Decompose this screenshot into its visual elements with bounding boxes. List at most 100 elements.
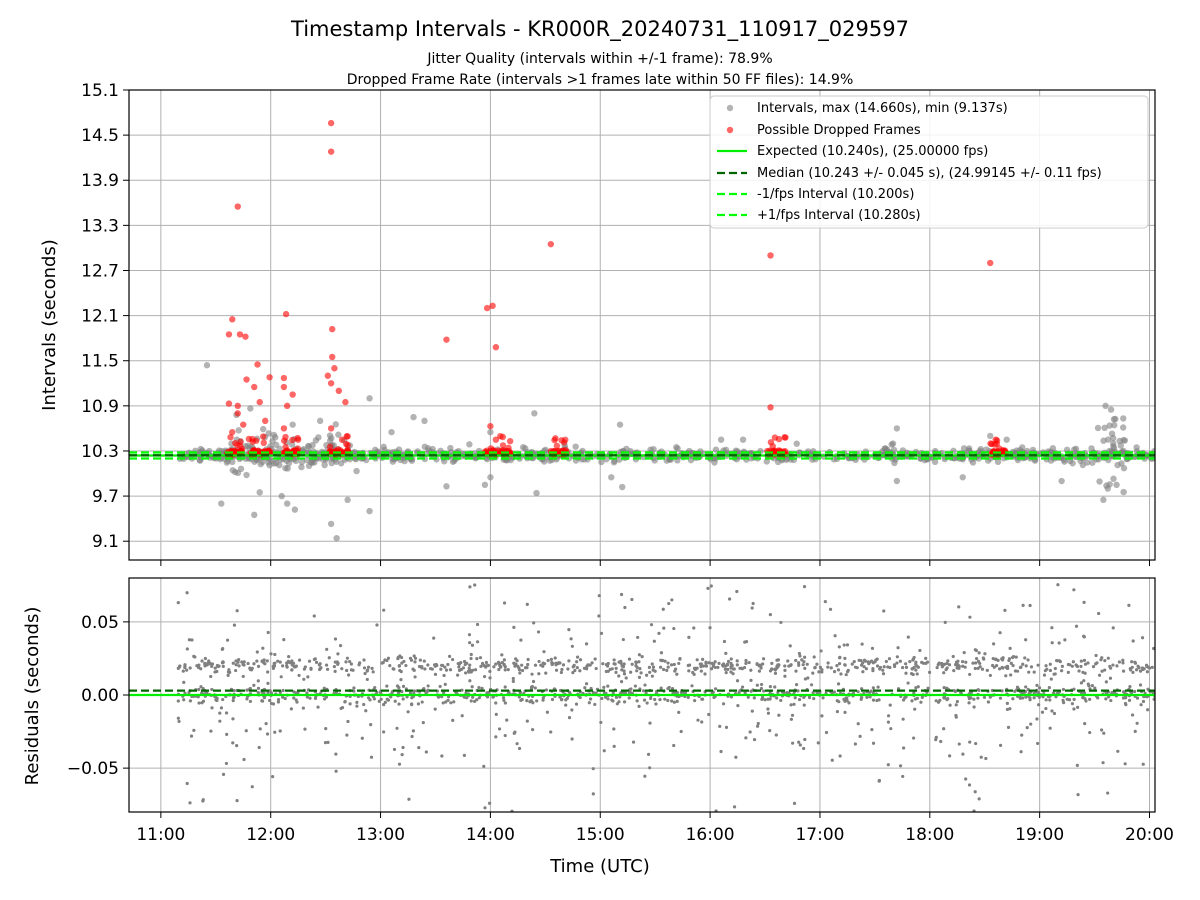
residual-point bbox=[439, 667, 443, 671]
residual-point bbox=[968, 740, 972, 744]
residual-point bbox=[1011, 655, 1016, 659]
residual-point bbox=[205, 691, 209, 695]
interval-point bbox=[917, 455, 924, 462]
residual-point bbox=[1060, 664, 1064, 668]
interval-point bbox=[251, 511, 258, 519]
residual-point bbox=[292, 696, 296, 700]
residual-point bbox=[967, 701, 971, 705]
dropped-point bbox=[294, 436, 302, 443]
residual-point bbox=[870, 727, 874, 732]
residual-point bbox=[788, 644, 792, 648]
residual-point bbox=[248, 666, 252, 670]
residual-point bbox=[460, 714, 464, 718]
residual-point bbox=[365, 677, 369, 682]
residual-point bbox=[667, 601, 671, 606]
residual-point bbox=[714, 809, 718, 812]
residual-point bbox=[1140, 636, 1145, 640]
residual-point bbox=[696, 718, 700, 722]
residual-point bbox=[1094, 653, 1098, 658]
residual-point bbox=[478, 656, 483, 660]
residual-point bbox=[250, 666, 254, 670]
residual-point bbox=[920, 695, 924, 700]
residual-point bbox=[1013, 689, 1017, 693]
dropped-point bbox=[327, 119, 335, 127]
residual-point bbox=[559, 670, 563, 675]
interval-point bbox=[893, 477, 901, 485]
bottom-y-tick-label: 0.05 bbox=[81, 613, 119, 633]
residual-point bbox=[594, 666, 598, 671]
residual-point bbox=[776, 664, 780, 669]
residual-point bbox=[789, 703, 793, 707]
interval-point bbox=[481, 481, 489, 488]
residual-point bbox=[1088, 730, 1092, 735]
dropped-point bbox=[327, 380, 335, 387]
residual-point bbox=[845, 696, 849, 700]
residual-point bbox=[252, 662, 256, 666]
residual-point bbox=[1070, 702, 1075, 706]
residual-point bbox=[853, 742, 857, 746]
residual-point bbox=[672, 626, 676, 631]
residual-point bbox=[369, 723, 373, 727]
residual-point bbox=[1057, 641, 1061, 645]
residual-point bbox=[392, 747, 397, 752]
residual-point bbox=[974, 661, 978, 665]
residual-point bbox=[937, 661, 941, 665]
residual-point bbox=[882, 609, 886, 613]
residual-point bbox=[1014, 655, 1018, 659]
residual-point bbox=[746, 695, 750, 699]
residual-point bbox=[201, 798, 205, 802]
residual-point bbox=[977, 797, 981, 801]
residual-point bbox=[726, 667, 730, 672]
residual-point bbox=[433, 707, 437, 711]
dropped-point bbox=[492, 343, 500, 351]
interval-point bbox=[1110, 475, 1117, 482]
residual-point bbox=[545, 710, 550, 714]
residual-point bbox=[1139, 703, 1143, 707]
residual-point bbox=[588, 697, 593, 701]
residual-point bbox=[669, 663, 674, 667]
residual-point bbox=[248, 699, 252, 704]
residual-point bbox=[1042, 673, 1047, 677]
x-tick-label: 13:00 bbox=[356, 825, 405, 845]
residual-point bbox=[497, 667, 501, 672]
dropped-point bbox=[331, 365, 338, 372]
residual-point bbox=[1135, 696, 1140, 700]
residual-point bbox=[708, 626, 712, 630]
bottom-y-axis-label: Residuals (seconds) bbox=[22, 607, 43, 786]
residual-point bbox=[952, 669, 956, 673]
residual-point bbox=[812, 697, 816, 701]
residual-point bbox=[763, 698, 767, 702]
residual-point bbox=[371, 670, 375, 674]
residual-point bbox=[541, 698, 545, 702]
residual-point bbox=[842, 643, 846, 647]
residual-point bbox=[232, 623, 237, 627]
residual-point bbox=[802, 584, 807, 589]
residual-point bbox=[892, 663, 897, 667]
residual-point bbox=[735, 679, 740, 683]
residual-point bbox=[417, 746, 421, 750]
residual-point bbox=[1009, 661, 1013, 666]
residual-point bbox=[448, 668, 453, 672]
residual-point bbox=[1145, 670, 1150, 674]
residual-point bbox=[327, 656, 331, 660]
residual-point bbox=[462, 695, 467, 699]
residual-point bbox=[188, 801, 192, 805]
residual-point bbox=[963, 665, 967, 669]
residual-point bbox=[1043, 669, 1047, 673]
residual-point bbox=[982, 695, 987, 700]
residual-point bbox=[1091, 665, 1096, 669]
residual-point bbox=[573, 668, 577, 673]
residual-point bbox=[1011, 663, 1015, 668]
x-tick-label: 15:00 bbox=[576, 825, 625, 845]
residual-point bbox=[967, 783, 972, 787]
interval-point bbox=[243, 471, 250, 479]
residual-point bbox=[456, 673, 460, 677]
residual-point bbox=[567, 715, 572, 720]
residual-point bbox=[256, 664, 261, 668]
residual-point bbox=[1026, 687, 1030, 692]
residual-point bbox=[971, 661, 975, 665]
residual-point bbox=[766, 711, 771, 715]
dropped-point bbox=[506, 437, 514, 445]
residual-point bbox=[812, 655, 816, 659]
residual-point bbox=[334, 752, 338, 756]
